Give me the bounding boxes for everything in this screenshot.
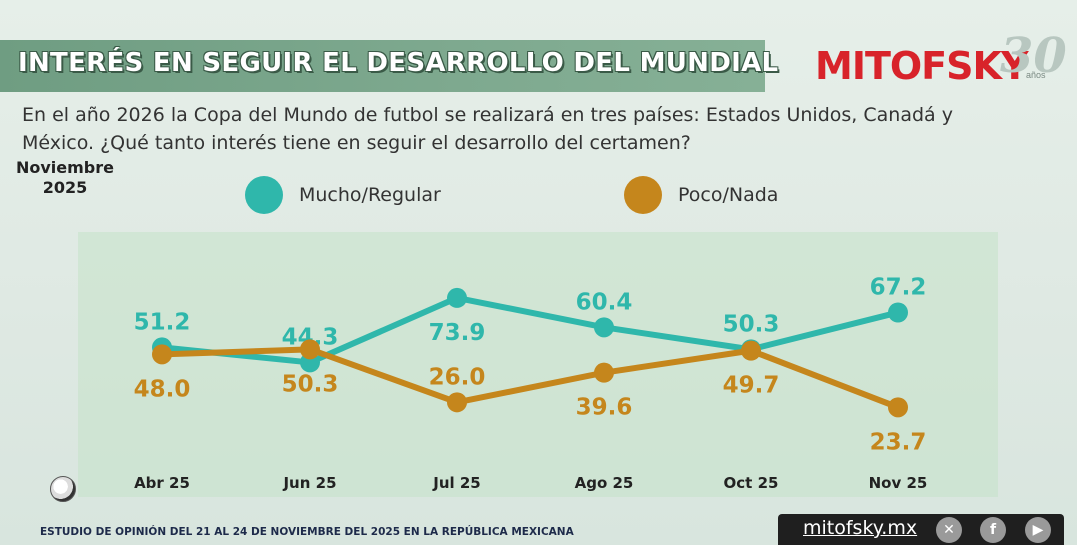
footer-note: ESTUDIO DE OPINIÓN DEL 21 AL 24 DE NOVIE…: [40, 526, 574, 538]
point-mucho-3: [594, 317, 614, 338]
legend-label-mucho: Mucho/Regular: [299, 184, 441, 206]
data-label-mucho-4: 50.3: [723, 311, 780, 337]
series-line-poco: [159, 346, 901, 411]
point-poco-2: [447, 392, 467, 413]
point-poco-1: [300, 339, 320, 360]
data-label-mucho-2: 73.9: [429, 320, 486, 346]
title-banner: [0, 40, 765, 92]
mitofsky-logo[interactable]: MITOFSKY: [815, 44, 1028, 88]
data-label-poco-2: 26.0: [429, 364, 486, 390]
series-line-mucho: [159, 294, 901, 366]
x-tick-label-0: Abr 25: [134, 474, 190, 492]
x-tick-label-5: Nov 25: [869, 474, 928, 492]
point-poco-4: [741, 340, 761, 361]
data-label-mucho-0: 51.2: [134, 309, 191, 335]
anniversary-logo: 30: [1000, 28, 1067, 84]
plot-area: [78, 232, 998, 497]
legend-dot-poco: [624, 176, 662, 214]
youtube-icon[interactable]: ▶: [1025, 517, 1051, 543]
point-poco-3: [594, 362, 614, 383]
data-label-poco-3: 39.6: [576, 395, 633, 421]
data-label-mucho-3: 60.4: [576, 289, 633, 315]
point-poco-5: [888, 397, 908, 418]
data-label-poco-0: 48.0: [134, 376, 191, 402]
site-link[interactable]: mitofsky.mx: [803, 517, 918, 539]
x-tick-label-2: Jul 25: [432, 474, 481, 492]
legend-label-poco: Poco/Nada: [678, 184, 779, 206]
page-title: INTERÉS EN SEGUIR EL DESARROLLO DEL MUND…: [18, 48, 779, 78]
soccer-ball-icon: [50, 476, 76, 502]
data-label-poco-1: 50.3: [282, 371, 339, 397]
point-poco-0: [152, 344, 172, 365]
point-mucho-2: [447, 287, 467, 308]
anniversary-sub: años: [1026, 70, 1046, 80]
x-icon[interactable]: ✕: [936, 517, 962, 543]
point-mucho-5: [888, 302, 908, 323]
footer-bar: [778, 514, 1064, 545]
x-tick-label-1: Jun 25: [282, 474, 336, 492]
survey-question: En el año 2026 la Copa del Mundo de futb…: [22, 104, 953, 154]
data-label-poco-4: 49.7: [723, 373, 780, 399]
data-label-mucho-5: 67.2: [870, 275, 927, 301]
legend-dot-mucho: [245, 176, 283, 214]
data-label-poco-5: 23.7: [870, 429, 927, 455]
x-tick-label-3: Ago 25: [575, 474, 634, 492]
x-tick-label-4: Oct 25: [724, 474, 779, 492]
date-label: Noviembre 2025: [15, 158, 114, 197]
facebook-icon[interactable]: f: [980, 517, 1006, 543]
